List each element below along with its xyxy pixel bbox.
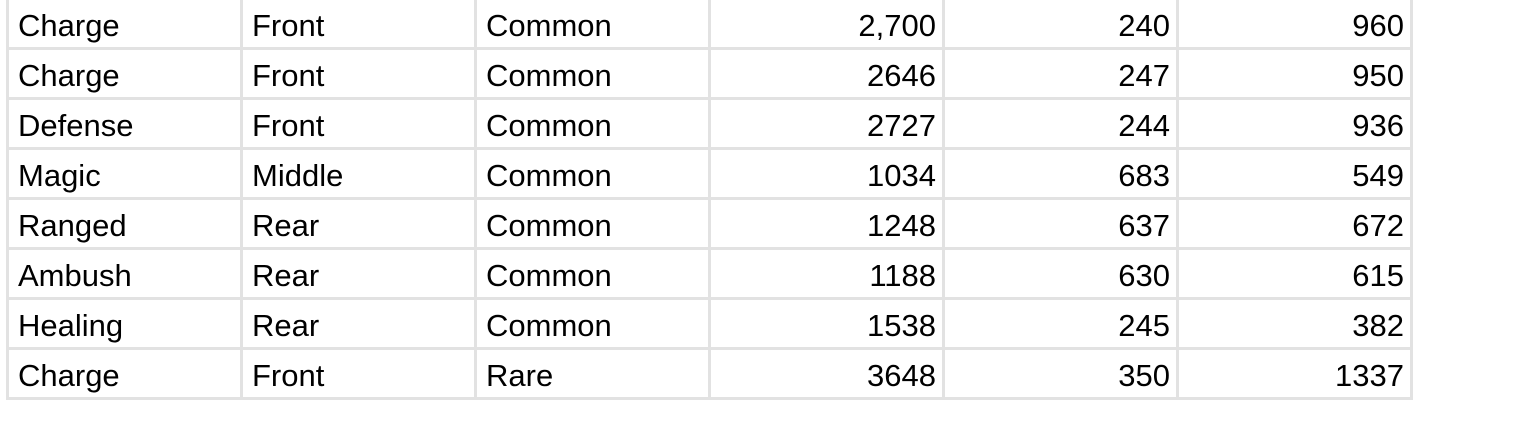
cell-value-1[interactable]: 1248: [708, 197, 945, 250]
cell-value-3[interactable]: 382: [1176, 297, 1413, 350]
cell-value-3[interactable]: 936: [1176, 97, 1413, 150]
cell-value-3[interactable]: 950: [1176, 47, 1413, 100]
cell-value-2[interactable]: 637: [942, 197, 1179, 250]
cell-position[interactable]: Front: [240, 97, 477, 150]
cell-value-3[interactable]: 615: [1176, 247, 1413, 300]
cell-type[interactable]: Magic: [6, 147, 243, 200]
cell-value-2[interactable]: 245: [942, 297, 1179, 350]
cell-value-3[interactable]: 960: [1176, 0, 1413, 50]
cell-type[interactable]: Ambush: [6, 247, 243, 300]
table-row: Magic Middle Common 1034 683 549: [6, 147, 1413, 200]
table-row: Ranged Rear Common 1248 637 672: [6, 197, 1413, 250]
cell-rarity[interactable]: Rare: [474, 347, 711, 400]
cell-value-3[interactable]: 549: [1176, 147, 1413, 200]
cell-value-2[interactable]: 244: [942, 97, 1179, 150]
cell-rarity[interactable]: Common: [474, 147, 711, 200]
cell-position[interactable]: Rear: [240, 247, 477, 300]
cell-type[interactable]: Defense: [6, 97, 243, 150]
cell-value-1[interactable]: 1034: [708, 147, 945, 200]
cell-type[interactable]: Ranged: [6, 197, 243, 250]
cell-rarity[interactable]: Common: [474, 0, 711, 50]
cell-value-2[interactable]: 247: [942, 47, 1179, 100]
table-row: Charge Front Rare 3648 350 1337: [6, 347, 1413, 400]
cell-value-3[interactable]: 1337: [1176, 347, 1413, 400]
cell-rarity[interactable]: Common: [474, 247, 711, 300]
spreadsheet-grid: Charge Front Common 2,700 240 960 Charge…: [6, 0, 1413, 400]
cell-value-1[interactable]: 2727: [708, 97, 945, 150]
cell-position[interactable]: Middle: [240, 147, 477, 200]
cell-type[interactable]: Healing: [6, 297, 243, 350]
cell-value-1[interactable]: 1538: [708, 297, 945, 350]
cell-position[interactable]: Rear: [240, 297, 477, 350]
cell-value-3[interactable]: 672: [1176, 197, 1413, 250]
cell-type[interactable]: Charge: [6, 0, 243, 50]
cell-rarity[interactable]: Common: [474, 47, 711, 100]
table-row: Healing Rear Common 1538 245 382: [6, 297, 1413, 350]
cell-value-1[interactable]: 2,700: [708, 0, 945, 50]
cell-position[interactable]: Front: [240, 347, 477, 400]
cell-rarity[interactable]: Common: [474, 297, 711, 350]
cell-position[interactable]: Front: [240, 0, 477, 50]
cell-value-1[interactable]: 1188: [708, 247, 945, 300]
table-row: Defense Front Common 2727 244 936: [6, 97, 1413, 150]
cell-value-2[interactable]: 683: [942, 147, 1179, 200]
cell-value-1[interactable]: 3648: [708, 347, 945, 400]
cell-rarity[interactable]: Common: [474, 197, 711, 250]
cell-value-1[interactable]: 2646: [708, 47, 945, 100]
cell-value-2[interactable]: 630: [942, 247, 1179, 300]
table-row: Ambush Rear Common 1188 630 615: [6, 247, 1413, 300]
table-row: Charge Front Common 2,700 240 960: [6, 0, 1413, 50]
cell-type[interactable]: Charge: [6, 347, 243, 400]
cell-position[interactable]: Rear: [240, 197, 477, 250]
cell-type[interactable]: Charge: [6, 47, 243, 100]
cell-position[interactable]: Front: [240, 47, 477, 100]
table-row: Charge Front Common 2646 247 950: [6, 47, 1413, 100]
cell-value-2[interactable]: 350: [942, 347, 1179, 400]
cell-value-2[interactable]: 240: [942, 0, 1179, 50]
cell-rarity[interactable]: Common: [474, 97, 711, 150]
